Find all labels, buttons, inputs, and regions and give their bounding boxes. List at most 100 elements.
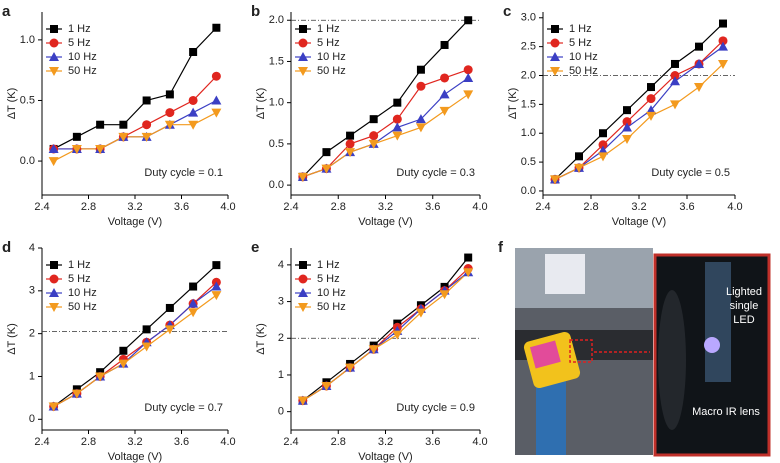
y-tick-label: 1	[278, 369, 284, 381]
marker	[463, 72, 474, 82]
marker	[439, 89, 450, 99]
x-tick-label: 2.4	[283, 201, 298, 213]
marker	[298, 52, 308, 61]
marker	[345, 363, 356, 373]
marker	[141, 342, 152, 352]
photo-labels: f Lighted single LED Macro IR lens	[498, 239, 762, 418]
photo-led-bar	[705, 262, 731, 382]
marker	[415, 114, 426, 124]
marker	[165, 108, 175, 118]
marker	[550, 52, 560, 61]
marker	[392, 122, 403, 132]
marker	[369, 115, 378, 124]
x-tick-label: 4.0	[727, 201, 742, 213]
marker	[298, 38, 308, 48]
y-tick-label: 2	[278, 332, 284, 344]
panel-label: f	[498, 239, 504, 256]
marker	[622, 117, 632, 127]
x-tick-label: 2.8	[331, 436, 346, 448]
annotation: Duty cycle = 0.1	[144, 167, 223, 179]
y-axis-label: ΔT (K)	[255, 323, 267, 355]
y-tick-label: 1.5	[269, 55, 284, 67]
marker	[211, 291, 222, 301]
marker	[622, 122, 632, 132]
y-tick-label: 0.5	[269, 138, 284, 150]
marker	[298, 274, 308, 284]
marker	[49, 274, 59, 284]
series-line	[554, 63, 724, 180]
marker	[299, 261, 307, 269]
legend-label: 5 Hz	[317, 37, 340, 49]
legend-label: 1 Hz	[317, 259, 340, 271]
marker	[439, 290, 450, 300]
x-axis-label: Voltage (V)	[358, 451, 412, 463]
marker	[670, 100, 680, 110]
series-line	[302, 69, 469, 178]
marker	[299, 25, 307, 33]
panel-label: c	[503, 3, 511, 20]
x-axis-label: Voltage (V)	[358, 216, 412, 228]
x-tick-label: 3.2	[631, 201, 646, 213]
marker	[71, 144, 82, 154]
marker	[694, 58, 704, 68]
marker	[598, 152, 608, 162]
x-tick-label: 4.0	[220, 436, 235, 448]
x-tick-label: 2.8	[81, 436, 96, 448]
y-tick-label: 1.0	[20, 34, 35, 46]
marker	[646, 94, 656, 104]
marker	[463, 90, 474, 100]
marker	[49, 303, 59, 312]
x-tick-label: 4.0	[472, 201, 487, 213]
marker	[464, 16, 473, 25]
marker	[48, 402, 59, 412]
y-tick-label: 3.0	[521, 12, 536, 24]
panel: a 0.0 0.5 1.0 2.4 2.8 3.2 3.6 4.0 Voltage (V) ΔT (…	[2, 3, 236, 228]
marker	[211, 95, 222, 105]
panel: d 0 1 2 3 4 2.4 2.8 3.2 3.6 4.0 Voltage (V) ΔT (K) 1 …	[2, 239, 236, 463]
marker	[345, 139, 355, 149]
marker	[48, 157, 59, 167]
legend-label: 10 Hz	[317, 51, 346, 63]
y-tick-label: 3	[29, 285, 35, 297]
y-tick-label: 0.0	[20, 155, 35, 167]
marker	[165, 90, 174, 99]
marker	[670, 71, 680, 81]
legend-label: 50 Hz	[317, 301, 346, 313]
marker	[416, 81, 426, 91]
y-axis-label: ΔT (K)	[255, 88, 267, 120]
y-tick-label: 0.5	[20, 94, 35, 106]
y-tick-label: 2.0	[269, 14, 284, 26]
legend-label: 10 Hz	[569, 51, 598, 63]
marker	[49, 52, 59, 61]
x-tick-label: 2.8	[81, 201, 96, 213]
marker	[321, 381, 332, 391]
y-tick-label: 0.0	[269, 179, 284, 191]
marker	[392, 330, 403, 340]
marker	[464, 253, 473, 262]
photo-lens	[658, 290, 686, 430]
marker	[575, 152, 583, 161]
marker	[211, 281, 222, 291]
marker	[647, 83, 655, 92]
marker	[118, 132, 129, 142]
y-tick-label: 1.0	[269, 97, 284, 109]
y-tick-label: 0.0	[521, 185, 536, 197]
marker	[599, 129, 607, 138]
marker	[718, 36, 728, 46]
y-tick-label: 3	[278, 295, 284, 307]
panel-label: a	[2, 3, 11, 20]
x-tick-label: 4.0	[220, 201, 235, 213]
marker	[95, 144, 106, 154]
legend-label: 10 Hz	[68, 287, 97, 299]
legend-label: 50 Hz	[317, 65, 346, 77]
marker	[50, 25, 58, 33]
x-axis-label: Voltage (V)	[612, 216, 666, 228]
photo-callout: Macro IR lens	[692, 406, 760, 418]
marker	[392, 114, 402, 124]
marker	[646, 105, 656, 115]
marker	[71, 389, 82, 399]
marker	[118, 359, 129, 369]
photo-callout: single	[730, 300, 759, 312]
legend-label: 1 Hz	[68, 259, 91, 271]
marker	[49, 38, 59, 48]
